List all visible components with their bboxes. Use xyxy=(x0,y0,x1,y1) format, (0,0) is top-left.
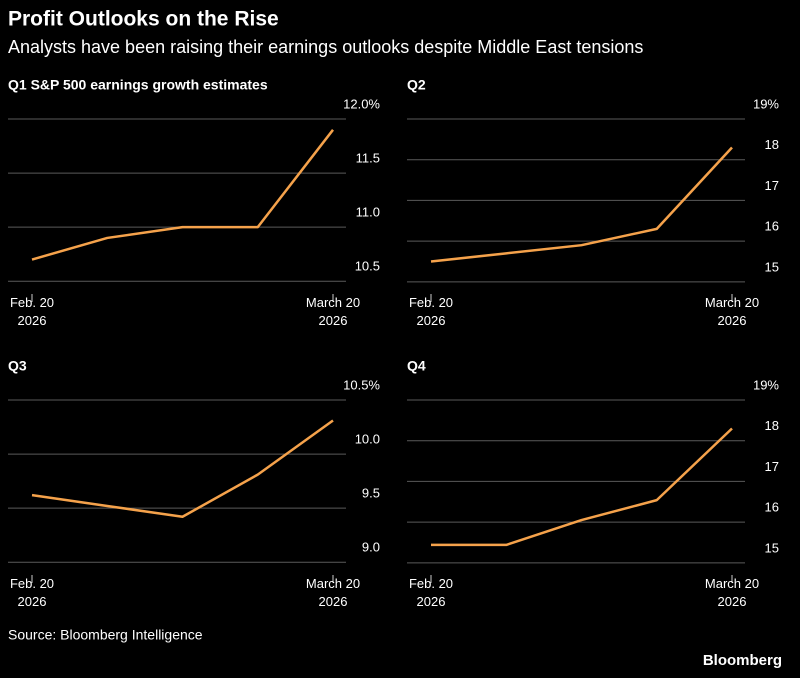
y-tick-label: 17 xyxy=(765,459,779,474)
x-tick-label: March 20 2026 xyxy=(705,295,759,328)
y-tick-label: 17 xyxy=(765,178,779,193)
y-tick-label: 19% xyxy=(753,377,779,392)
line xyxy=(31,419,334,519)
x-tick-label: Feb. 20 2026 xyxy=(409,295,453,328)
y-tick-label: 16 xyxy=(765,500,779,515)
x-tick-label: March 20 2026 xyxy=(705,576,759,609)
x-tick-label: March 20 2026 xyxy=(306,295,360,328)
y-tick-label: 9.0 xyxy=(362,540,380,555)
brand: Bloomberg xyxy=(703,652,782,669)
y-tick-label: 19% xyxy=(753,96,779,111)
page-title: Profit Outlooks on the Rise xyxy=(8,8,279,31)
y-tick-label: 15 xyxy=(765,540,779,555)
y-tick-label: 12.0% xyxy=(343,96,380,111)
x-tick-label: Feb. 20 2026 xyxy=(409,576,453,609)
page-subtitle: Analysts have been raising their earning… xyxy=(8,37,643,57)
y-tick-label: 18 xyxy=(765,137,779,152)
line xyxy=(31,129,334,261)
y-tick-label: 10.0 xyxy=(355,432,380,447)
y-tick-label: 15 xyxy=(765,259,779,274)
y-tick-label: 16 xyxy=(765,219,779,234)
y-tick-label: 9.5 xyxy=(362,486,380,501)
y-tick-label: 10.5 xyxy=(355,259,380,274)
y-tick-label: 11.0 xyxy=(356,205,380,220)
panel-title: Q1 S&P 500 earnings growth estimates xyxy=(8,77,268,93)
x-tick-label: Feb. 20 2026 xyxy=(10,295,54,328)
x-tick-label: March 20 2026 xyxy=(306,576,360,609)
line xyxy=(431,427,733,547)
source: Source: Bloomberg Intelligence xyxy=(8,627,203,643)
x-tick-label: Feb. 20 2026 xyxy=(10,576,54,609)
panel-title: Q2 xyxy=(407,77,426,93)
y-tick-label: 10.5% xyxy=(343,377,380,392)
panel-title: Q4 xyxy=(407,358,426,374)
panel-title: Q3 xyxy=(8,358,27,374)
y-tick-label: 18 xyxy=(765,418,779,433)
y-tick-label: 11.5 xyxy=(356,151,380,166)
line xyxy=(430,146,733,263)
